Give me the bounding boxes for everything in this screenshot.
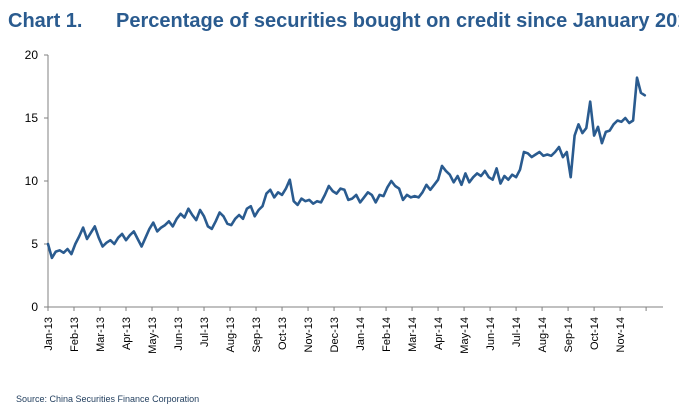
x-tick-label: Feb-14	[381, 317, 393, 352]
x-tick-label: Jun-14	[485, 317, 497, 351]
y-tick-label: 10	[25, 174, 39, 188]
x-tick-label: Dec-13	[329, 317, 341, 352]
series-line	[46, 76, 647, 260]
x-tick-label: Apr-14	[433, 317, 445, 350]
y-tick-label: 0	[31, 300, 38, 314]
y-tick-label: 5	[31, 237, 38, 251]
x-tick-label: Sep-13	[251, 317, 263, 352]
x-tick-label: Jun-13	[173, 317, 185, 351]
x-tick-label: Jan-14	[355, 317, 367, 351]
x-tick-label: May-14	[459, 317, 471, 354]
x-axis: Jan-13 Feb-13 Mar-13 Apr-13 May-13 Jun-13 Jul-…	[43, 306, 663, 354]
x-tick-label: Nov-14	[615, 317, 627, 352]
x-tick-label: Oct-14	[589, 317, 601, 350]
y-axis: 0 5 10 15 20	[25, 48, 49, 314]
y-tick-label: 20	[25, 48, 39, 62]
x-tick-label: Jan-13	[43, 317, 55, 351]
x-tick-label: Mar-13	[95, 317, 107, 352]
x-tick-label: Jul-13	[199, 317, 211, 347]
x-tick-label: Mar-14	[407, 317, 419, 352]
x-tick-label: Aug-14	[537, 317, 549, 352]
chart-title: Percentage of securities bought on credi…	[116, 10, 679, 32]
chart-number: Chart 1.	[8, 10, 83, 32]
source-note: Source: China Securities Finance Corpora…	[16, 394, 200, 404]
title-bar: Chart 1. Percentage of securities bought…	[8, 6, 679, 40]
x-tick-label: May-13	[147, 317, 159, 354]
x-tick-label: Feb-13	[69, 317, 81, 352]
x-tick-label: Apr-13	[121, 317, 133, 350]
x-tick-label: Jul-14	[511, 317, 523, 347]
x-tick-label: Aug-13	[225, 317, 237, 352]
x-tick-label: Sep-14	[563, 317, 575, 352]
series-layer	[46, 76, 647, 260]
x-tick-label: Nov-13	[303, 317, 315, 352]
x-tick-label: Oct-13	[277, 317, 289, 350]
y-tick-label: 15	[25, 111, 39, 125]
